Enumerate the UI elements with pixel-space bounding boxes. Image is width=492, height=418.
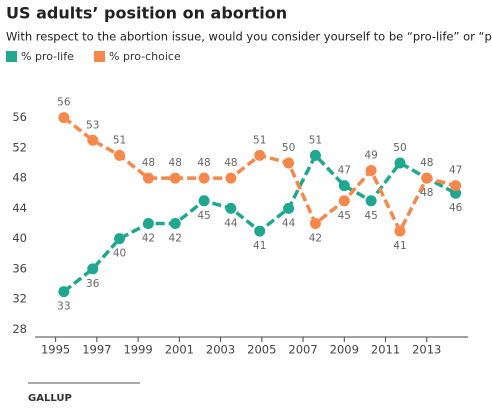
point — [58, 112, 70, 124]
point — [198, 172, 210, 184]
y-tick-label: 52 — [12, 140, 27, 154]
x-tick-label: 2007 — [288, 343, 317, 357]
x-tick-label: 1995 — [41, 343, 70, 357]
value-label: 42 — [169, 233, 182, 245]
point — [338, 195, 350, 207]
x-tick-label: 2011 — [371, 343, 400, 357]
value-label: 42 — [309, 233, 322, 245]
point — [198, 195, 210, 207]
value-label: 33 — [57, 301, 70, 313]
x-tick-label: 2009 — [330, 343, 359, 357]
point — [365, 195, 377, 207]
point — [225, 202, 237, 214]
value-label: 47 — [338, 165, 351, 177]
source: GALLUP — [28, 393, 72, 404]
x-tick-label: 1997 — [82, 343, 111, 357]
point — [309, 149, 321, 161]
value-label: 46 — [449, 202, 463, 214]
value-label: 51 — [309, 134, 322, 146]
legend-label: % pro-choice — [109, 50, 181, 63]
x-tick-label: 2005 — [247, 343, 276, 357]
value-label: 45 — [338, 210, 351, 222]
point — [87, 263, 99, 275]
value-label: 51 — [113, 134, 126, 146]
point — [114, 233, 126, 245]
value-label: 56 — [57, 97, 71, 109]
value-label: 48 — [169, 157, 182, 169]
value-label: 42 — [142, 233, 155, 245]
value-label: 53 — [86, 119, 99, 131]
value-label: 48 — [224, 157, 237, 169]
point — [254, 149, 266, 161]
value-label: 50 — [282, 142, 295, 154]
x-tick-label: 2013 — [412, 343, 441, 357]
point — [450, 180, 462, 192]
point — [58, 286, 70, 298]
value-label: 41 — [253, 240, 266, 252]
chart-subtitle: With respect to the abortion issue, woul… — [6, 30, 492, 44]
point — [421, 172, 433, 184]
y-tick-label: 32 — [12, 292, 27, 306]
y-tick-label: 56 — [12, 110, 27, 124]
point — [450, 187, 462, 199]
legend-swatch — [94, 51, 105, 62]
y-tick-label: 28 — [12, 322, 27, 336]
legend-swatch — [6, 51, 17, 62]
point — [142, 172, 154, 184]
y-tick-label: 44 — [12, 201, 27, 215]
point — [309, 218, 321, 229]
value-label: 40 — [113, 248, 126, 260]
x-tick-label: 2003 — [206, 343, 235, 357]
x-tick-label: 1999 — [123, 343, 152, 357]
value-label: 51 — [253, 134, 266, 146]
point — [169, 172, 181, 184]
point — [142, 218, 154, 229]
value-label: 45 — [364, 210, 377, 222]
value-label: 48 — [420, 157, 433, 169]
point — [114, 149, 126, 161]
value-label: 44 — [282, 217, 296, 229]
point — [394, 225, 406, 237]
value-label: 44 — [224, 217, 238, 229]
y-tick-label: 48 — [12, 171, 27, 185]
point — [225, 172, 237, 184]
value-label: 45 — [197, 210, 210, 222]
x-tick-label: 2001 — [165, 343, 194, 357]
point — [394, 157, 406, 169]
value-label: 47 — [449, 165, 462, 177]
value-label: 41 — [393, 240, 406, 252]
point — [87, 134, 99, 146]
legend-label: % pro-life — [21, 50, 74, 63]
point — [338, 180, 350, 192]
value-label: 48 — [420, 187, 433, 199]
value-label: 36 — [86, 278, 100, 290]
value-label: 49 — [364, 150, 377, 162]
chart-title: US adults’ position on abortion — [6, 4, 287, 23]
point — [283, 202, 295, 214]
point — [365, 165, 377, 177]
value-label: 48 — [142, 157, 155, 169]
value-label: 48 — [197, 157, 210, 169]
point — [283, 157, 295, 169]
point — [169, 218, 181, 229]
y-tick-label: 40 — [12, 231, 27, 245]
y-tick-label: 36 — [12, 261, 27, 275]
point — [254, 225, 266, 237]
value-label: 50 — [393, 142, 406, 154]
